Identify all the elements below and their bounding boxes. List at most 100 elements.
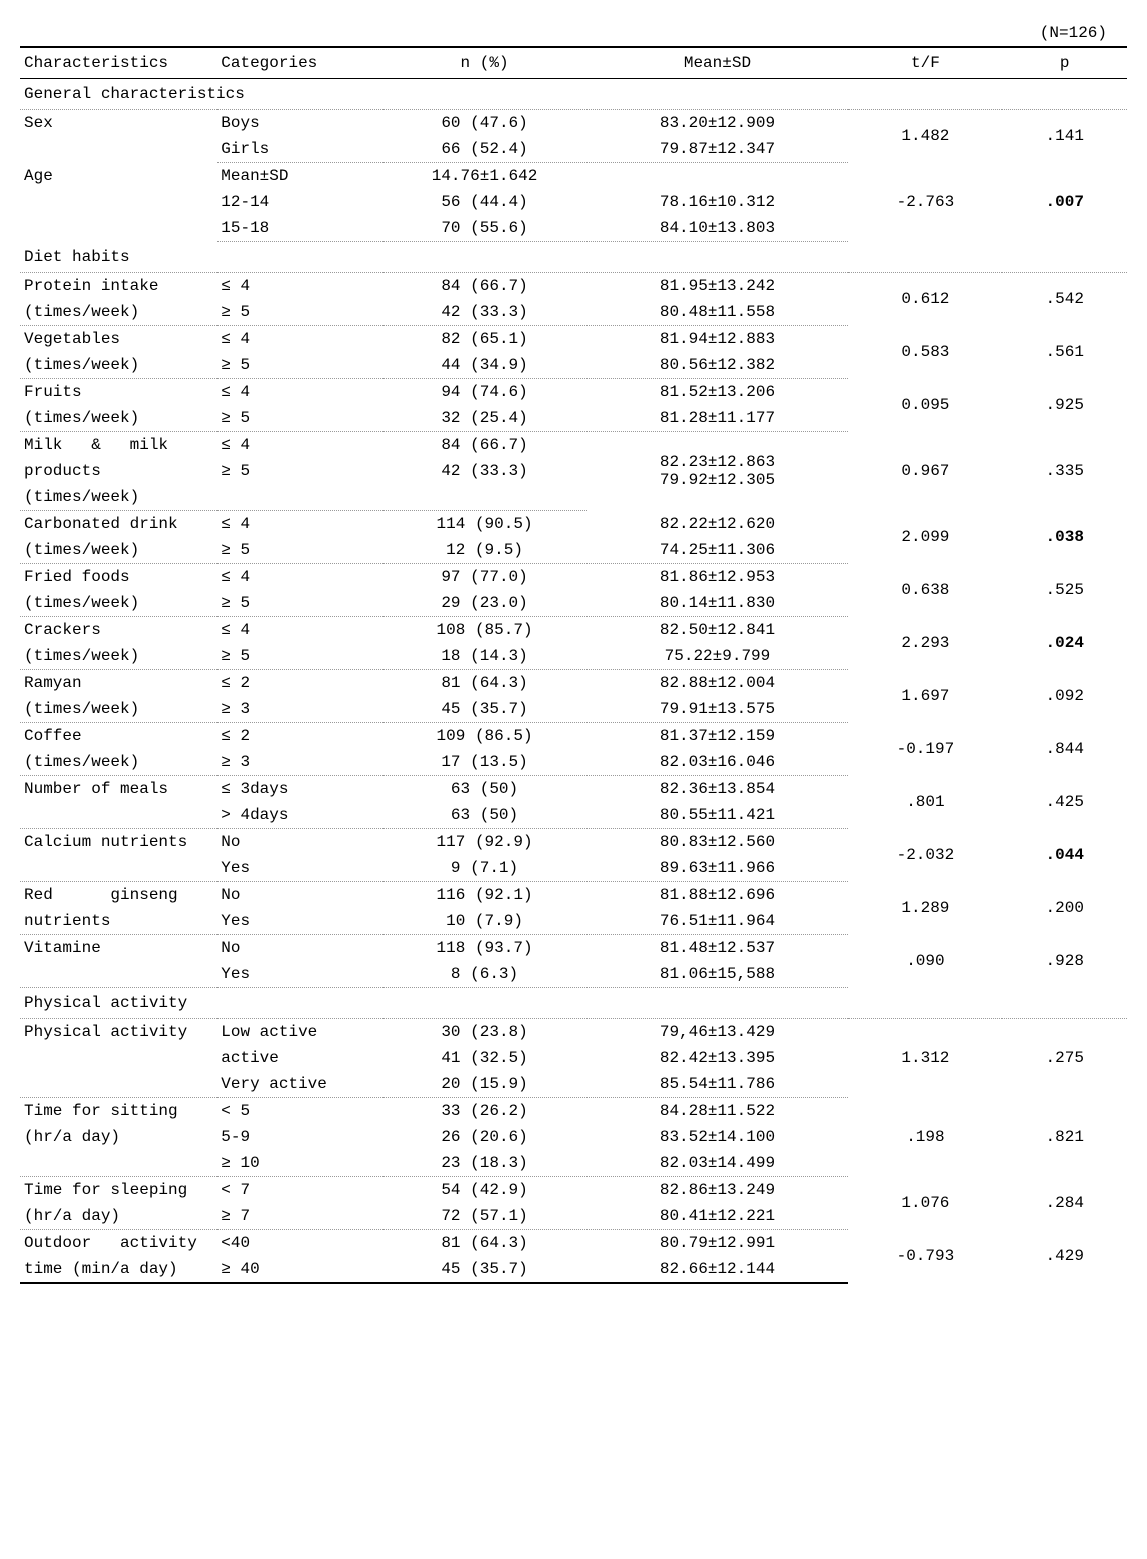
char-label: Vegetables bbox=[20, 326, 217, 353]
char-label: Coffee bbox=[20, 723, 217, 750]
tf-cell: .090 bbox=[848, 935, 1002, 988]
table-row: Vitamine No 118 (93.7) 81.48±12.537 .090… bbox=[20, 935, 1127, 962]
tf-cell: 2.293 bbox=[848, 617, 1002, 670]
msd-cell: 82.03±14.499 bbox=[587, 1150, 849, 1177]
n-cell: 81 (64.3) bbox=[383, 670, 587, 697]
n-cell: 9 (7.1) bbox=[383, 855, 587, 882]
msd-cell: 79.92±12.305 bbox=[591, 471, 845, 489]
table-row: Protein intake ≤ 4 84 (66.7) 81.95±13.24… bbox=[20, 273, 1127, 300]
n-cell: 109 (86.5) bbox=[383, 723, 587, 750]
msd-cell: 81.88±12.696 bbox=[587, 882, 849, 909]
n-cell: 63 (50) bbox=[383, 776, 587, 803]
char-label: Time for sleeping bbox=[20, 1177, 217, 1204]
table-row: Crackers ≤ 4 108 (85.7) 82.50±12.841 2.2… bbox=[20, 617, 1127, 644]
n-cell: 20 (15.9) bbox=[383, 1071, 587, 1098]
n-cell: 72 (57.1) bbox=[383, 1203, 587, 1230]
tf-cell: 0.583 bbox=[848, 326, 1002, 379]
section-label: General characteristics bbox=[20, 79, 1127, 110]
char-label: Physical activity bbox=[20, 1019, 217, 1046]
msd-cell: 79.91±13.575 bbox=[587, 696, 849, 723]
msd-cell: 80.41±12.221 bbox=[587, 1203, 849, 1230]
n-cell: 118 (93.7) bbox=[383, 935, 587, 962]
cat-cell: ≥ 5 bbox=[217, 458, 382, 484]
cat-cell: ≥ 5 bbox=[217, 405, 382, 432]
n-cell: 17 (13.5) bbox=[383, 749, 587, 776]
cat-cell: No bbox=[217, 829, 382, 856]
cat-cell: Yes bbox=[217, 908, 382, 935]
cat-cell: Girls bbox=[217, 136, 382, 163]
char-label: (times/week) bbox=[20, 352, 217, 379]
n-cell: 18 (14.3) bbox=[383, 643, 587, 670]
table-row: Time for sleeping < 7 54 (42.9) 82.86±13… bbox=[20, 1177, 1127, 1204]
p-cell: .044 bbox=[1002, 829, 1127, 882]
cat-cell: 5-9 bbox=[217, 1124, 382, 1150]
cat-cell: Yes bbox=[217, 961, 382, 988]
p-cell: .925 bbox=[1002, 379, 1127, 432]
cat-cell: Mean±SD bbox=[217, 163, 382, 190]
char-label: time (min/a day) bbox=[20, 1256, 217, 1283]
table-row: Outdoor activity <40 81 (64.3) 80.79±12.… bbox=[20, 1230, 1127, 1257]
n-cell: 84 (66.7) bbox=[383, 273, 587, 300]
section-label: Physical activity bbox=[20, 988, 1127, 1019]
n-cell: 29 (23.0) bbox=[383, 590, 587, 617]
n-cell: 14.76±1.642 bbox=[383, 163, 587, 190]
table-row: Vegetables ≤ 4 82 (65.1) 81.94±12.883 0.… bbox=[20, 326, 1127, 353]
cat-cell: ≤ 4 bbox=[217, 511, 382, 538]
n-cell: 41 (32.5) bbox=[383, 1045, 587, 1071]
p-cell: .200 bbox=[1002, 882, 1127, 935]
char-label: Sex bbox=[20, 110, 217, 163]
n-cell: 56 (44.4) bbox=[383, 189, 587, 215]
p-cell: .141 bbox=[1002, 110, 1127, 163]
cat-cell: ≥ 7 bbox=[217, 1203, 382, 1230]
msd-cell: 80.14±11.830 bbox=[587, 590, 849, 617]
cat-cell: ≥ 5 bbox=[217, 590, 382, 617]
tf-cell: 0.638 bbox=[848, 564, 1002, 617]
cat-cell: ≥ 5 bbox=[217, 299, 382, 326]
p-cell: .542 bbox=[1002, 273, 1127, 326]
cat-cell: Low active bbox=[217, 1019, 382, 1046]
p-cell: .425 bbox=[1002, 776, 1127, 829]
tf-cell: -0.197 bbox=[848, 723, 1002, 776]
cat-cell: ≤ 4 bbox=[217, 273, 382, 300]
cat-cell: ≥ 3 bbox=[217, 696, 382, 723]
table-row: Coffee ≤ 2 109 (86.5) 81.37±12.159 -0.19… bbox=[20, 723, 1127, 750]
p-cell: .844 bbox=[1002, 723, 1127, 776]
header-p: p bbox=[1002, 47, 1127, 79]
tf-cell: .198 bbox=[848, 1098, 1002, 1177]
msd-cell: 84.10±13.803 bbox=[587, 215, 849, 242]
msd-cell: 83.52±14.100 bbox=[587, 1124, 849, 1150]
cat-cell: No bbox=[217, 882, 382, 909]
cat-cell: 15-18 bbox=[217, 215, 382, 242]
table-row: Time for sitting < 5 33 (26.2) 84.28±11.… bbox=[20, 1098, 1127, 1125]
tf-cell: 0.095 bbox=[848, 379, 1002, 432]
msd-cell: 76.51±11.964 bbox=[587, 908, 849, 935]
msd-cell: 81.95±13.242 bbox=[587, 273, 849, 300]
n-cell: 94 (74.6) bbox=[383, 379, 587, 406]
tf-cell: -0.793 bbox=[848, 1230, 1002, 1284]
tf-cell: 1.076 bbox=[848, 1177, 1002, 1230]
cat-cell: ≤ 4 bbox=[217, 617, 382, 644]
msd-cell: 80.79±12.991 bbox=[587, 1230, 849, 1257]
p-cell: .928 bbox=[1002, 935, 1127, 988]
char-label: (times/week) bbox=[20, 299, 217, 326]
char-label bbox=[20, 855, 217, 882]
char-label: (times/week) bbox=[20, 643, 217, 670]
n-cell: 12 (9.5) bbox=[383, 537, 587, 564]
tf-cell: 1.482 bbox=[848, 110, 1002, 163]
section-physical: Physical activity bbox=[20, 988, 1127, 1019]
section-label: Diet habits bbox=[20, 242, 1127, 273]
char-label: (times/week) bbox=[20, 405, 217, 432]
cat-cell: > 4days bbox=[217, 802, 382, 829]
msd-cell: 75.22±9.799 bbox=[587, 643, 849, 670]
cat-cell: < 7 bbox=[217, 1177, 382, 1204]
msd-cell: 81.28±11.177 bbox=[587, 405, 849, 432]
cat-cell: 12-14 bbox=[217, 189, 382, 215]
table-row: Carbonated drink ≤ 4 114 (90.5) 82.22±12… bbox=[20, 511, 1127, 538]
tf-cell: 2.099 bbox=[848, 511, 1002, 564]
char-label: Age bbox=[20, 163, 217, 242]
msd-cell: 82.42±13.395 bbox=[587, 1045, 849, 1071]
cat-cell: ≤ 4 bbox=[217, 432, 382, 459]
char-label: Ramyan bbox=[20, 670, 217, 697]
table-row: Milk & milk ≤ 4 84 (66.7) 82.23±12.863 7… bbox=[20, 432, 1127, 459]
table-row: Red ginseng No 116 (92.1) 81.88±12.696 1… bbox=[20, 882, 1127, 909]
